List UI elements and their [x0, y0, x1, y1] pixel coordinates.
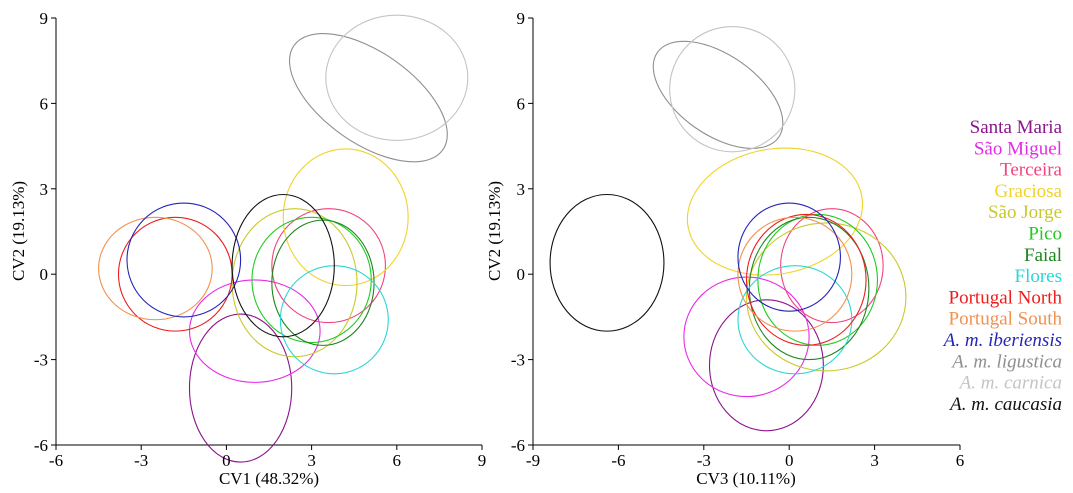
- x-tick-label: -3: [697, 451, 711, 470]
- ellipse-a-m-iberiensis: [126, 202, 242, 318]
- y-axis-title: CV2 (19.13%): [485, 181, 504, 281]
- y-tick-label: 6: [517, 94, 526, 113]
- y-tick-label: 6: [40, 94, 49, 113]
- ellipse-a-m-ligustica: [652, 40, 784, 149]
- ellipse-sao-jorge: [745, 222, 907, 372]
- ellipse-pico: [251, 216, 372, 344]
- ellipse-a-m-caucasia: [231, 193, 335, 338]
- legend-item-a-m-caucasia: A. m. caucasia: [948, 394, 1062, 415]
- ellipse-terceira: [271, 208, 386, 324]
- legend-item-sao-jorge: São Jorge: [988, 202, 1062, 223]
- plot-cv1-cv2: -6 -3 0 3 6 9 -6 -3 0 3 6 9 CV1 (48.32%) CV2 (19.1…: [9, 9, 486, 488]
- ellipse-pico: [757, 213, 878, 346]
- ellipse-a-m-carnica: [669, 25, 796, 153]
- legend-item-sao-miguel: São Miguel: [974, 138, 1062, 159]
- y-tick-label: 9: [40, 9, 49, 28]
- ellipse-a-m-caucasia: [549, 193, 665, 332]
- y-tick-label: 9: [517, 9, 526, 28]
- y-tick-label: -3: [511, 351, 525, 370]
- y-tick-label: 0: [40, 265, 49, 284]
- legend-item-a-m-ligustica: A. m. ligustica: [950, 351, 1062, 372]
- legend-item-santa-maria: Santa Maria: [970, 117, 1063, 138]
- x-tick-layer: -9 -6 -3 0 3 6: [526, 445, 964, 470]
- legend-item-faial: Faial: [1024, 245, 1062, 266]
- ellipse-layer: [98, 14, 469, 463]
- legend-item-portugal-north: Portugal North: [949, 287, 1063, 308]
- legend-item-a-m-carnica: A. m. carnica: [958, 373, 1062, 394]
- y-tick-label: 0: [517, 265, 526, 284]
- x-axis-title: CV1 (48.32%): [219, 469, 319, 488]
- ellipse-santa-maria: [188, 313, 293, 463]
- legend-item-pico: Pico: [1028, 224, 1062, 245]
- x-tick-label: 9: [478, 451, 487, 470]
- ellipse-a-m-carnica: [325, 14, 469, 141]
- ellipse-portugal-south: [737, 216, 853, 332]
- x-tick-label: -6: [49, 451, 63, 470]
- x-tick-layer: -6 -3 0 3 6 9: [49, 445, 486, 470]
- x-tick-label: -9: [526, 451, 540, 470]
- ellipse-faial: [748, 216, 870, 361]
- ellipse-sao-miguel: [188, 279, 321, 383]
- ellipse-portugal-north: [117, 216, 233, 332]
- ellipse-a-m-ligustica: [288, 33, 448, 163]
- y-axis-title: CV2 (19.13%): [9, 181, 28, 281]
- ellipse-graciosa: [282, 148, 409, 287]
- y-tick-label: 3: [40, 180, 49, 199]
- legend-item-flores: Flores: [1015, 266, 1063, 287]
- x-tick-label: 6: [956, 451, 965, 470]
- ellipse-faial: [271, 219, 375, 346]
- x-tick-label: 0: [222, 451, 231, 470]
- x-tick-label: -6: [611, 451, 625, 470]
- x-tick-label: 6: [393, 451, 402, 470]
- ellipse-santa-maria: [708, 299, 824, 432]
- ellipse-portugal-south: [98, 216, 213, 321]
- legend-item-a-m-iberiensis: A. m. iberiensis: [942, 330, 1062, 351]
- y-tick-label: -6: [34, 436, 48, 455]
- ellipse-a-m-iberiensis: [737, 202, 841, 312]
- legend-item-portugal-south: Portugal South: [949, 309, 1063, 330]
- y-tick-label: 3: [517, 180, 526, 199]
- ellipse-terceira: [780, 208, 884, 324]
- y-tick-label: -3: [34, 351, 48, 370]
- y-tick-label: -6: [511, 436, 525, 455]
- x-tick-label: -3: [134, 451, 148, 470]
- y-tick-layer: -6 -3 0 3 6 9: [34, 9, 56, 455]
- legend-item-terceira: Terceira: [1000, 160, 1063, 181]
- x-tick-label: 0: [785, 451, 794, 470]
- x-tick-label: 3: [870, 451, 879, 470]
- x-tick-label: 3: [307, 451, 316, 470]
- ellipse-layer: [549, 25, 907, 432]
- ellipse-flores: [279, 265, 389, 375]
- ellipse-portugal-north: [745, 213, 867, 346]
- ellipse-graciosa: [686, 147, 864, 276]
- legend-item-graciosa: Graciosa: [994, 181, 1062, 202]
- x-axis-title: CV3 (10.11%): [696, 469, 795, 488]
- y-tick-layer: -6 -3 0 3 6 9: [511, 9, 533, 455]
- ellipse-flores: [737, 265, 853, 375]
